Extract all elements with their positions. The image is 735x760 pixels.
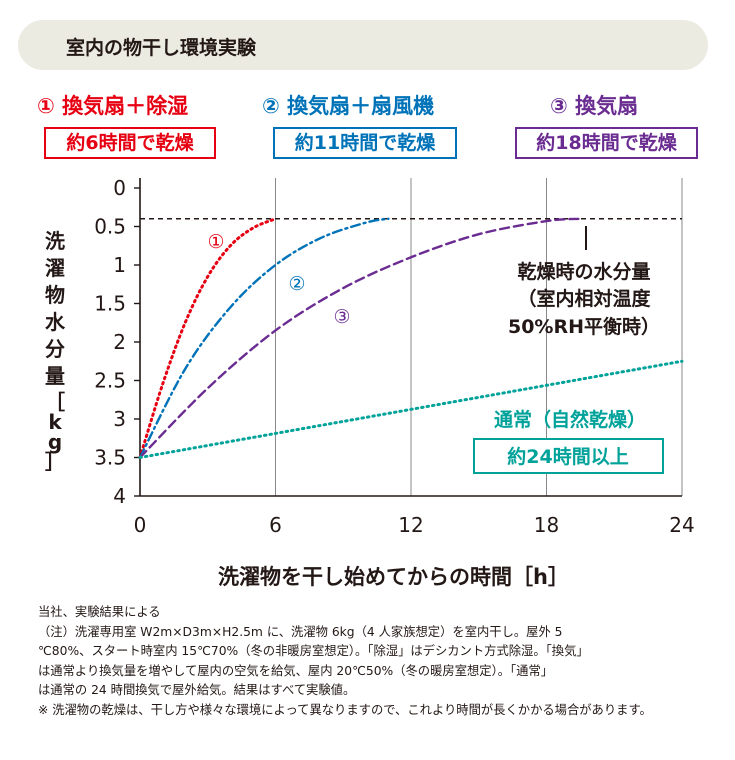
y-tick-label-3.5: 3.5 <box>94 446 126 470</box>
y-tick-label-2: 2 <box>113 330 126 354</box>
x-axis-label: 洗濯物を干し始めてからの時間［h］ <box>218 565 569 589</box>
y-tick-label-4: 4 <box>113 484 126 508</box>
x-tick-label-12: 12 <box>398 513 423 537</box>
title-banner: 室内の物干し環境実験 <box>18 20 708 70</box>
x-tick-label-24: 24 <box>669 513 694 537</box>
x-tick-label-0: 0 <box>134 513 147 537</box>
series-3-line <box>138 217 582 459</box>
y-tick-label-1.5: 1.5 <box>94 292 126 316</box>
equilibrium-note-line-3: 50%RH平衡時） <box>508 315 660 338</box>
x-tick-label-18: 18 <box>534 513 559 537</box>
equilibrium-note-line-2: （室内相対温度 <box>517 287 651 310</box>
y-tick-label-0.5: 0.5 <box>94 215 126 239</box>
drying-chart: 00.511.522.533.540 6 12 18 24①②③乾燥時の水分量（室内相対… <box>94 176 695 537</box>
equilibrium-note-line-1: 乾燥時の水分量 <box>517 260 650 283</box>
footnotes: 当社、実験結果による （注）洗濯専用室 W2m×D3m×H2.5m に、洗濯物 … <box>38 603 698 720</box>
legend-box-1: 約6時間で乾燥 <box>44 127 216 159</box>
source-note: 当社、実験結果による <box>38 605 161 619</box>
x-tick-label-6: 6 <box>269 513 282 537</box>
normal-drying-box <box>473 438 664 474</box>
legend-label-2: ② 換気扇＋扇風機 <box>262 94 435 118</box>
legend-box-3: 約18時間で乾燥 <box>515 127 698 159</box>
legend-label-1: ① 換気扇＋除湿 <box>37 94 189 118</box>
asterisk-note: ※ 洗濯物の乾燥は、干し方や様々な環境によって異なりますので、これより時間が長く… <box>38 702 652 717</box>
series-2-marker: ② <box>288 273 305 295</box>
page-title: 室内の物干し環境実験 <box>66 37 257 59</box>
series-1-marker: ① <box>207 231 224 253</box>
note-line-2: ℃80%、スタート時室内 15℃70%（冬の非暖房室想定）。「除湿」はデシカント… <box>38 644 589 658</box>
y-tick-label-1: 1 <box>113 253 126 277</box>
note-line-3: は通常より換気量を増やして屋内の空気を給気、屋内 20℃50%（冬の暖房室想定）… <box>38 663 554 678</box>
y-tick-label-0: 0 <box>113 176 126 200</box>
y-tick-label-3: 3 <box>113 407 126 431</box>
series-1-line <box>138 217 277 459</box>
legend-box-2: 約11時間で乾燥 <box>273 127 457 159</box>
y-axis-unit: ［ k g ］ <box>45 390 65 474</box>
y-tick-label-2.5: 2.5 <box>94 369 126 393</box>
note-line-4: は通常の 24 時間換気で屋外給気。結果はすべて実験値。 <box>38 683 356 697</box>
series-3-marker: ③ <box>333 306 350 328</box>
series-normal-line <box>138 359 684 459</box>
y-axis-label: 洗濯物水分量 <box>45 229 65 388</box>
normal-drying-label: 通常（自然乾燥） <box>494 408 646 431</box>
legend-label-3: ③ 換気扇 <box>550 94 639 118</box>
normal-drying-box-label: 約24時間以上 <box>507 445 628 468</box>
note-line-1: （注）洗濯専用室 W2m×D3m×H2.5m に、洗濯物 6kg（4 人家族想定… <box>38 624 563 639</box>
series-2-line <box>138 217 390 459</box>
